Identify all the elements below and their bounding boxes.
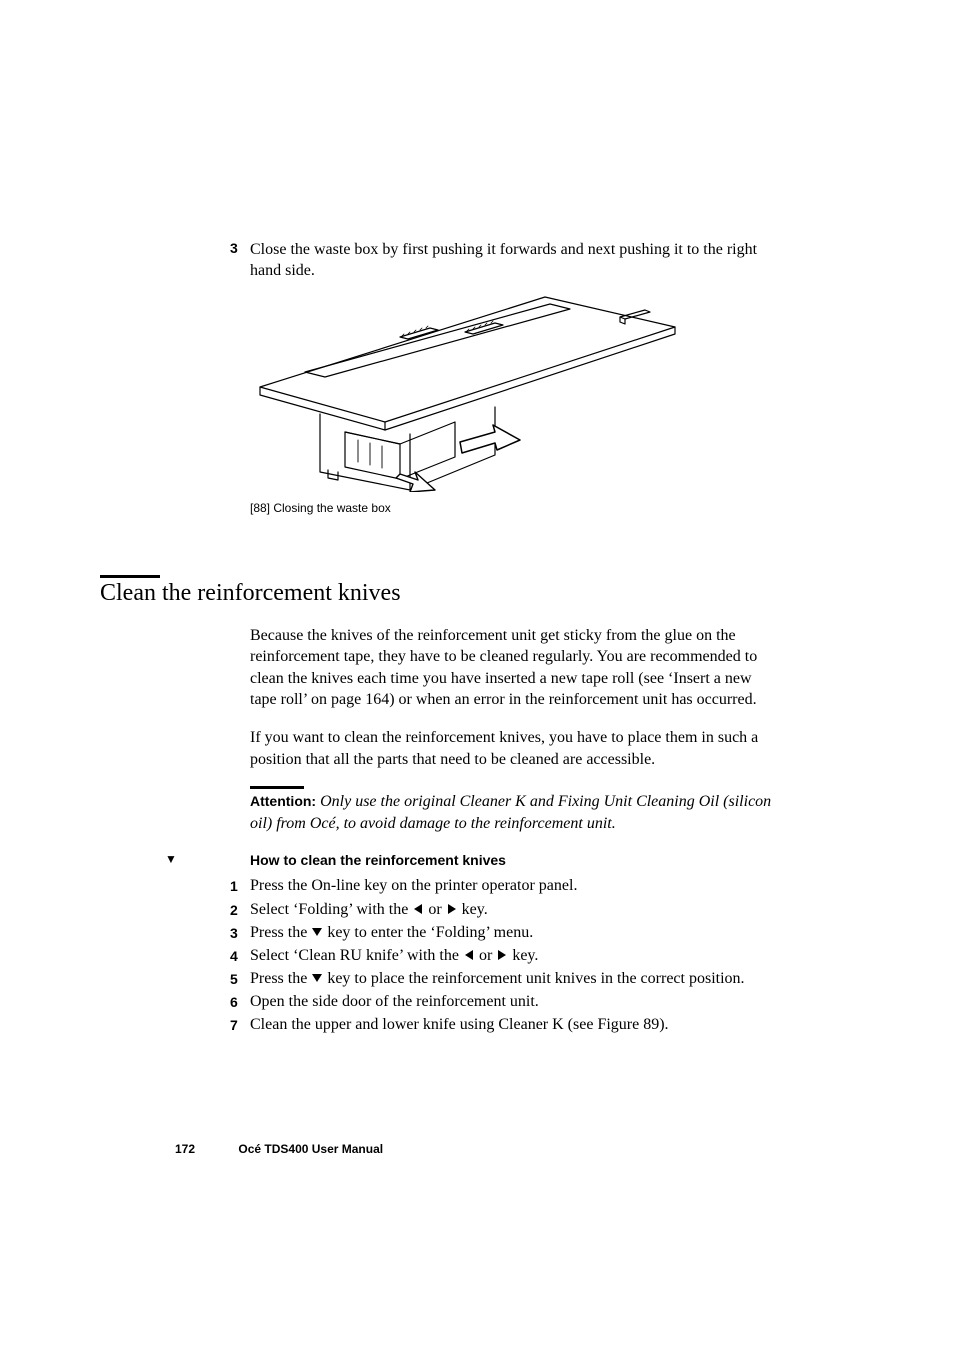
procedure-step-number: 3	[230, 923, 238, 943]
step-number: 3	[230, 240, 238, 256]
procedure-step: 6Open the side door of the reinforcement…	[250, 990, 780, 1013]
procedure-step: 7Clean the upper and lower knife using C…	[250, 1013, 780, 1036]
procedure-step: 3Press the key to enter the ‘Folding’ me…	[250, 921, 780, 944]
procedure-step-text: Select ‘Folding’ with the	[250, 901, 412, 918]
section-heading: Clean the reinforcement knives	[100, 580, 780, 607]
procedure-heading: How to clean the reinforcement knives	[250, 852, 506, 868]
procedure-step-text: key to enter the ‘Folding’ menu.	[323, 924, 533, 941]
procedure-step-text: key.	[458, 901, 488, 918]
attention-rule	[250, 786, 304, 789]
procedure-step-number: 4	[230, 946, 238, 966]
arrow-down-icon	[311, 972, 323, 984]
figure-wrap: [88] Closing the waste box	[250, 292, 780, 515]
arrow-right-icon	[446, 903, 458, 915]
procedure-step-text: Press the On-line key on the printer ope…	[250, 877, 577, 894]
procedure-step-text: Open the side door of the reinforcement …	[250, 993, 539, 1010]
step-text: Close the waste box by first pushing it …	[250, 240, 780, 282]
procedure-step: 2Select ‘Folding’ with the or key.	[250, 898, 780, 921]
arrow-down-icon	[311, 926, 323, 938]
procedure-step-text: Press the	[250, 970, 311, 987]
arrow-left-icon	[463, 949, 475, 961]
body-paragraph-1: Because the knives of the reinforcement …	[250, 625, 780, 711]
procedure-step-text: or	[424, 901, 445, 918]
procedure-step: 5Press the key to place the reinforcemen…	[250, 967, 780, 990]
procedure-step: 1Press the On-line key on the printer op…	[250, 874, 780, 897]
footer-title: Océ TDS400 User Manual	[238, 1142, 383, 1156]
body-paragraph-2: If you want to clean the reinforcement k…	[250, 727, 780, 770]
figure-caption: [88] Closing the waste box	[250, 501, 780, 515]
procedure-list: 1Press the On-line key on the printer op…	[250, 874, 780, 1036]
arrow-right-icon	[496, 949, 508, 961]
waste-box-figure	[250, 292, 680, 492]
procedure-step-number: 5	[230, 969, 238, 989]
procedure-step-text: Press the	[250, 924, 311, 941]
procedure-step-text: key.	[508, 947, 538, 964]
procedure-step-number: 1	[230, 876, 238, 896]
attention-label: Attention:	[250, 793, 316, 809]
procedure-step-number: 7	[230, 1015, 238, 1035]
procedure-step-text: or	[475, 947, 496, 964]
procedure-step: 4Select ‘Clean RU knife’ with the or key…	[250, 944, 780, 967]
procedure-marker-icon: ▼	[165, 852, 177, 866]
procedure-heading-row: ▼ How to clean the reinforcement knives	[250, 852, 780, 868]
procedure-step-text: Select ‘Clean RU knife’ with the	[250, 947, 463, 964]
procedure-step-number: 6	[230, 992, 238, 1012]
procedure-step-number: 2	[230, 900, 238, 920]
attention-paragraph: Attention: Only use the original Cleaner…	[250, 791, 780, 834]
procedure-step-text: key to place the reinforcement unit kniv…	[323, 970, 744, 987]
arrow-left-icon	[412, 903, 424, 915]
page-number: 172	[175, 1142, 195, 1156]
attention-body: Only use the original Cleaner K and Fixi…	[250, 793, 771, 832]
section-rule	[100, 575, 160, 578]
procedure-step-text: Clean the upper and lower knife using Cl…	[250, 1016, 669, 1033]
page-footer: 172 Océ TDS400 User Manual	[175, 1142, 383, 1156]
